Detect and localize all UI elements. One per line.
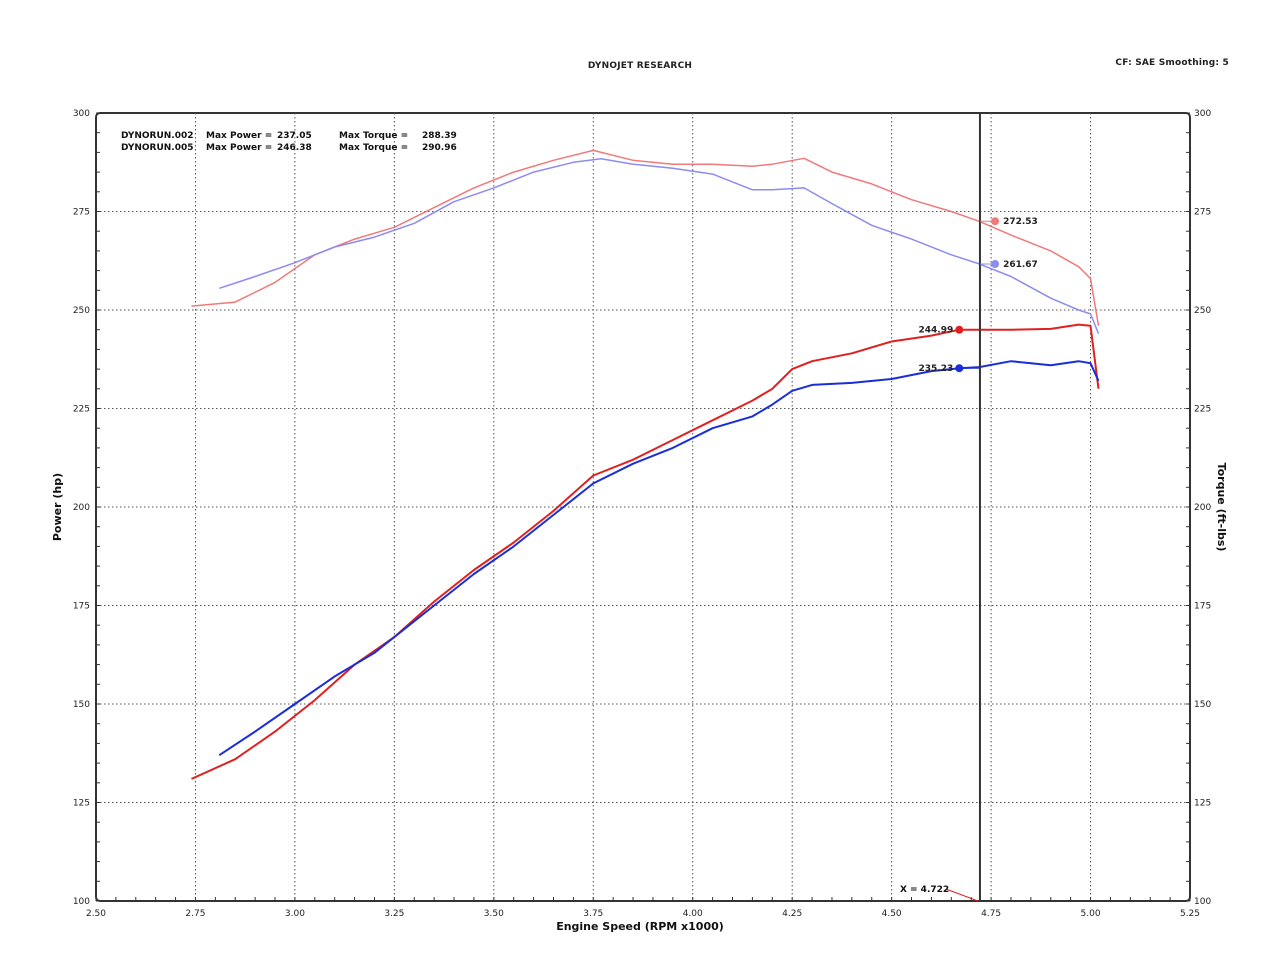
series-lines	[191, 149, 1100, 780]
y-left-tick-label: 150	[73, 700, 90, 710]
x-tick-label: 4.25	[782, 909, 802, 919]
x-tick-label: 3.75	[583, 909, 603, 919]
y-left-tick-label: 225	[73, 405, 90, 415]
legend-power-value-1: 237.05	[277, 131, 312, 141]
y-axis-left-label: Power (hp)	[51, 473, 64, 541]
y-right-tick-label: 175	[1194, 602, 1211, 612]
x-tick-label: 3.25	[384, 909, 404, 919]
x-tick-label: 5.25	[1180, 909, 1200, 919]
y-right-tick-label: 100	[1194, 897, 1211, 907]
marker-dot	[991, 217, 1000, 226]
legend-power-label-1: Max Power =	[206, 131, 272, 141]
chart-title: DYNOJET RESEARCH	[587, 61, 693, 71]
x-tick-label: 4.75	[981, 909, 1001, 919]
marker-dot	[991, 260, 1000, 269]
marker-value-label: 244.99	[919, 326, 954, 336]
marker-value-label: 235.23	[919, 364, 954, 374]
legend-power-label-2: Max Power =	[206, 143, 272, 153]
y-right-tick-label: 250	[1194, 306, 1211, 316]
grid	[96, 113, 1190, 901]
x-tick-label: 4.00	[683, 909, 703, 919]
legend-run-1: DYNORUN.002	[121, 131, 194, 141]
y-left-tick-label: 300	[73, 109, 90, 119]
marker-group: 272.53 261.67 244.99 235.23	[919, 217, 1038, 374]
legend-torque-value-2: 290.96	[422, 143, 457, 153]
marker-dot	[955, 364, 964, 373]
series-line-power_002	[191, 323, 1100, 780]
x-axis-label: Engine Speed (RPM x1000)	[556, 920, 724, 933]
x-tick-label: 5.00	[1081, 909, 1101, 919]
y-left-tick-label: 200	[73, 503, 90, 513]
y-left-tick-label: 175	[73, 602, 90, 612]
x-tick-label: 3.00	[285, 909, 305, 919]
y-right-tick-label: 300	[1194, 109, 1211, 119]
marker-value-label: 261.67	[1003, 260, 1038, 270]
legend-run-2: DYNORUN.005	[121, 143, 194, 153]
y-right-tick-label: 150	[1194, 700, 1211, 710]
y-right-tick-label: 275	[1194, 208, 1211, 218]
cursor-group: X = 4.722	[900, 113, 981, 902]
y-axis-right-label: Torque (ft-lbs)	[1215, 463, 1228, 552]
y-left-tick-label: 125	[73, 799, 90, 809]
x-tick-label: 2.50	[86, 909, 106, 919]
y-left-tick-label: 275	[73, 208, 90, 218]
legend-torque-label-1: Max Torque =	[339, 131, 408, 141]
series-line-torque_005	[219, 157, 1100, 334]
legend: DYNORUN.002 Max Power = 237.05 Max Torqu…	[121, 131, 457, 153]
y-right-tick-label: 225	[1194, 405, 1211, 415]
legend-torque-value-1: 288.39	[422, 131, 457, 141]
ticks: 2.50 2.75 3.00 3.25 3.50 3.75 4.00 4.25 4.50 4.75…	[73, 109, 1212, 919]
series-line-torque_002	[191, 149, 1100, 326]
legend-power-value-2: 246.38	[277, 143, 312, 153]
x-tick-label: 2.75	[185, 909, 205, 919]
cursor-label: X = 4.722	[900, 885, 949, 895]
y-right-tick-label: 200	[1194, 503, 1211, 513]
x-tick-label: 3.50	[484, 909, 504, 919]
settings-label: CF: SAE Smoothing: 5	[1115, 58, 1229, 68]
legend-torque-label-2: Max Torque =	[339, 143, 408, 153]
marker-value-label: 272.53	[1003, 217, 1038, 227]
y-left-tick-label: 100	[73, 897, 90, 907]
marker-dot	[955, 325, 964, 334]
series-line-power_005	[218, 360, 1100, 757]
y-left-tick-label: 250	[73, 306, 90, 316]
cursor-pointer	[945, 888, 979, 902]
x-tick-label: 4.50	[882, 909, 902, 919]
y-right-tick-label: 125	[1194, 799, 1211, 809]
